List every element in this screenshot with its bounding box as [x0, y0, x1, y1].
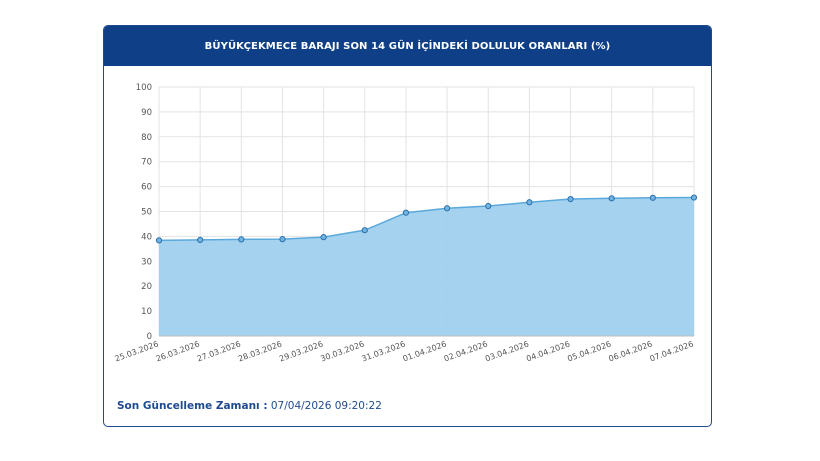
y-tick-label: 100 [136, 83, 152, 93]
y-tick-label: 40 [141, 232, 152, 242]
chart-title: BÜYÜKÇEKMECE BARAJI SON 14 GÜN İÇİNDEKİ … [104, 26, 711, 66]
data-point [361, 227, 368, 234]
x-tick-label: 26.03.2026 [155, 339, 201, 363]
occupancy-chart: 0 10 20 30 40 50 60 70 80 90 100 25.03.202626.03.20… [114, 83, 698, 364]
series-line [158, 196, 695, 242]
data-point [567, 195, 574, 203]
x-tick-label: 27.03.2026 [196, 339, 242, 363]
last-update-label: Son Güncelleme Zamanı : [117, 400, 268, 412]
data-point [690, 194, 698, 201]
x-tick-label: 06.04.2026 [607, 339, 653, 363]
last-update: Son Güncelleme Zamanı : 07/04/2026 09:20… [117, 400, 382, 412]
area-fill [159, 197, 694, 336]
x-tick-label: 28.03.2026 [237, 339, 283, 363]
data-point [485, 202, 492, 210]
chart-card: BÜYÜKÇEKMECE BARAJI SON 14 GÜN İÇİNDEKİ … [103, 25, 712, 427]
x-tick-label: 29.03.2026 [278, 339, 324, 363]
x-tick-label: 30.03.2026 [319, 339, 365, 363]
data-point [155, 237, 163, 244]
data-point [608, 195, 615, 202]
y-tick-label: 70 [141, 158, 152, 168]
x-tick-label: 02.04.2026 [443, 339, 489, 363]
chart-area: 0 10 20 30 40 50 60 70 80 90 100 25.03.2026 26.03.20… [104, 66, 711, 396]
x-tick-label: 05.04.2026 [566, 339, 612, 363]
x-tick-label: 31.03.2026 [360, 339, 406, 363]
data-point [402, 209, 410, 216]
y-tick-label: 50 [141, 208, 152, 218]
x-tick-label: 25.03.2026 [114, 339, 160, 363]
y-tick-label: 80 [141, 133, 152, 143]
data-point [197, 236, 204, 243]
y-tick-label: 20 [141, 282, 152, 292]
y-tick-label: 0 [147, 332, 152, 342]
data-point [320, 234, 327, 241]
data-point [526, 199, 533, 206]
data-point [238, 236, 245, 243]
data-point [443, 205, 451, 212]
data-point [279, 236, 286, 243]
x-tick-label: 04.04.2026 [525, 339, 571, 363]
y-tick-label: 90 [141, 108, 152, 118]
data-point [649, 194, 656, 201]
x-tick-label: 01.04.2026 [402, 339, 448, 363]
last-update-value: 07/04/2026 09:20:22 [270, 400, 382, 412]
y-tick-label: 10 [141, 307, 152, 317]
y-tick-label: 30 [141, 257, 152, 267]
x-tick-label: 07.04.2026 [649, 339, 695, 363]
x-tick-label: 03.04.2026 [484, 339, 530, 363]
y-tick-label: 60 [141, 183, 152, 193]
